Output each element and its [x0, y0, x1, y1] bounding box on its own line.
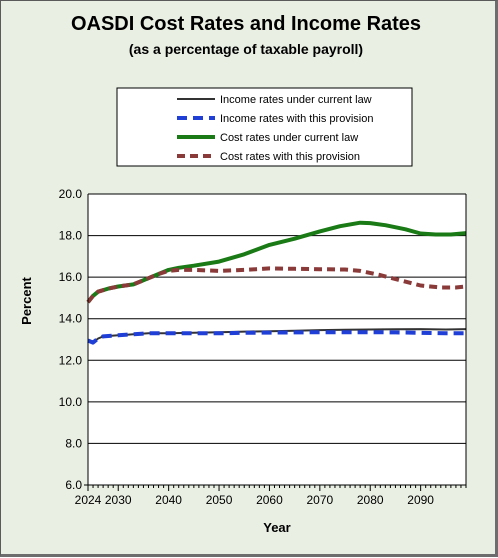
x-tick-label: 2090	[407, 493, 434, 507]
y-tick-label: 20.0	[59, 187, 83, 201]
y-tick-label: 14.0	[59, 312, 83, 326]
series-layer	[86, 220, 467, 345]
y-tick-label: 12.0	[59, 353, 83, 367]
y-axis-label: Percent	[19, 276, 34, 324]
x-tick-label: 2080	[357, 493, 384, 507]
x-tick-label: 2030	[105, 493, 132, 507]
y-tick-label: 6.0	[65, 478, 82, 492]
x-tick-label: 2050	[206, 493, 233, 507]
axes	[84, 194, 467, 491]
x-tick-label: 2060	[256, 493, 283, 507]
y-tick-label: 18.0	[59, 229, 83, 243]
x-tick-label: 2040	[155, 493, 182, 507]
series-line-2	[87, 330, 466, 345]
x-tick-labels: 2024 2030 2040 2050 2060 2070 2080 2090	[75, 493, 435, 507]
x-tick-label: 2024	[75, 493, 102, 507]
legend-label: Cost rates under current law	[220, 132, 358, 144]
legend-box	[116, 87, 413, 167]
y-tick-labels: 6.0 8.0 10.0 12.0 14.0 16.0 18.0 20.0	[59, 187, 83, 492]
legend: Income rates under current law Income rat…	[116, 87, 413, 167]
x-tick-label: 2070	[306, 493, 333, 507]
legend-label: Cost rates with this provision	[220, 151, 360, 163]
chart-title: OASDI Cost Rates and Income Rates	[71, 13, 421, 35]
legend-label: Income rates with this provision	[220, 113, 373, 125]
y-tick-label: 8.0	[65, 436, 82, 450]
series-line-4	[86, 266, 467, 304]
legend-label: Income rates under current law	[220, 94, 372, 106]
series-line-3	[86, 220, 467, 304]
chart-subtitle: (as a percentage of taxable payroll)	[129, 41, 363, 57]
y-tick-label: 16.0	[59, 270, 83, 284]
plot-area	[88, 194, 466, 485]
y-tick-label: 10.0	[59, 395, 83, 409]
x-axis-label: Year	[263, 520, 290, 535]
